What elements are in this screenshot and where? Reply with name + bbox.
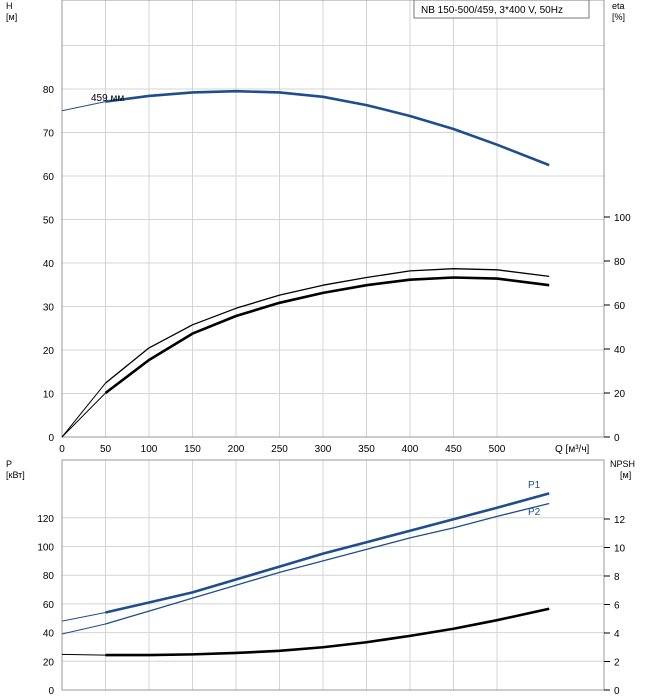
- head-tick-label: 40: [43, 259, 55, 270]
- x-tick-label: 350: [358, 444, 375, 455]
- p1-series-label: P1: [528, 480, 541, 491]
- power-tick-label: 60: [43, 600, 55, 611]
- top-plot-frame: [61, 0, 605, 438]
- bottom-grid: [61, 460, 604, 691]
- head-tick-label: 60: [43, 172, 55, 183]
- head-curve-extrapolated: [61, 101, 106, 112]
- npsh-tick-label: 2: [614, 658, 620, 669]
- head-tick-label: 80: [43, 85, 55, 96]
- top-grid: [61, 0, 604, 438]
- head-tick-label: 70: [43, 129, 55, 140]
- efficiency-curve-2-extrapolated: [61, 392, 106, 438]
- npsh-axis-unit: [м]: [620, 470, 631, 480]
- npsh-tick-label: 6: [614, 601, 620, 612]
- head-axis-unit: [м]: [6, 12, 17, 22]
- npsh-tick-label: 4: [614, 629, 620, 640]
- eta-axis-unit: [%]: [612, 12, 625, 22]
- npsh-tick-label: 8: [614, 572, 620, 583]
- npsh-axis-label: NPSH: [610, 459, 635, 469]
- head-tick-labels: 0 10 20 30 40 50 60 70 80: [43, 85, 55, 444]
- top-x-tick-labels: 0 50 100 150 200 250 300 350 400 450 500: [59, 444, 506, 455]
- impeller-diameter-label: 459 мм: [91, 93, 124, 104]
- head-tick-label: 30: [43, 303, 55, 314]
- chart-title: NB 150-500/459, 3*400 V, 50Hz: [421, 5, 563, 16]
- npsh-curve-extrapolated: [61, 653, 106, 656]
- efficiency-curve-1-extrapolated: [61, 382, 106, 438]
- head-tick-label: 50: [43, 216, 55, 227]
- p1-curve-extrapolated: [61, 612, 106, 622]
- eta-tick-label: 20: [614, 389, 626, 400]
- efficiency-curve-1: [105, 268, 550, 384]
- eta-tick-label: 40: [614, 345, 626, 356]
- x-tick-label: 150: [184, 444, 201, 455]
- eta-tick-label: 100: [614, 213, 631, 224]
- efficiency-tick-labels: 0 20 40 60 80 100: [604, 213, 631, 444]
- x-tick-label: 250: [271, 444, 288, 455]
- npsh-tick-label: 10: [614, 544, 626, 555]
- head-curve: [105, 89, 550, 167]
- x-tick-label: 400: [402, 444, 419, 455]
- bottom-series: [61, 492, 550, 657]
- top-series: [61, 89, 550, 438]
- npsh-curve: [105, 607, 550, 657]
- x-tick-label: 100: [141, 444, 158, 455]
- flow-axis-label: Q [м³/ч]: [555, 444, 590, 455]
- head-tick-label: 10: [43, 390, 55, 401]
- npsh-tick-labels: 0 2 4 6 8 10 12: [604, 515, 626, 697]
- power-npsh-panel: 0 20 40 60 80 100 120 0 2 4 6 8 10 12 P [кВт] NPSH […: [6, 459, 635, 697]
- head-efficiency-panel: 0 50 100 150 200 250 300 350 400 450 500 010203040…: [6, 0, 631, 455]
- x-tick-label: 200: [228, 444, 245, 455]
- title-box: [413, 0, 590, 19]
- power-tick-labels: 0 20 40 60 80 100 120: [37, 514, 54, 697]
- npsh-tick-label: 12: [614, 515, 626, 526]
- head-tick-label: 0: [48, 433, 54, 444]
- power-tick-label: 120: [37, 514, 54, 525]
- x-tick-label: 500: [489, 444, 506, 455]
- x-tick-label: 0: [59, 444, 65, 455]
- eta-tick-label: 0: [614, 433, 620, 444]
- p1-curve: [105, 492, 550, 614]
- npsh-tick-label: 0: [614, 686, 620, 697]
- x-tick-label: 50: [100, 444, 112, 455]
- x-tick-label: 300: [315, 444, 332, 455]
- head-tick-label: 20: [43, 346, 55, 357]
- eta-axis-label: eta: [612, 1, 625, 11]
- p2-curve-extrapolated: [61, 623, 106, 635]
- power-tick-label: 0: [48, 686, 54, 697]
- p2-series-label: P2: [528, 507, 541, 518]
- eta-tick-label: 80: [614, 257, 626, 268]
- power-tick-label: 40: [43, 629, 55, 640]
- power-tick-label: 80: [43, 571, 55, 582]
- efficiency-curve-2: [104, 276, 550, 395]
- head-axis-label: H: [6, 1, 13, 11]
- eta-tick-label: 60: [614, 301, 626, 312]
- p2-curve: [105, 502, 550, 625]
- bottom-plot-frame: [61, 459, 605, 691]
- x-tick-label: 450: [445, 444, 462, 455]
- power-axis-label: P: [6, 459, 12, 469]
- power-tick-label: 100: [37, 543, 54, 554]
- power-axis-unit: [кВт]: [6, 470, 25, 480]
- power-tick-label: 20: [43, 657, 55, 668]
